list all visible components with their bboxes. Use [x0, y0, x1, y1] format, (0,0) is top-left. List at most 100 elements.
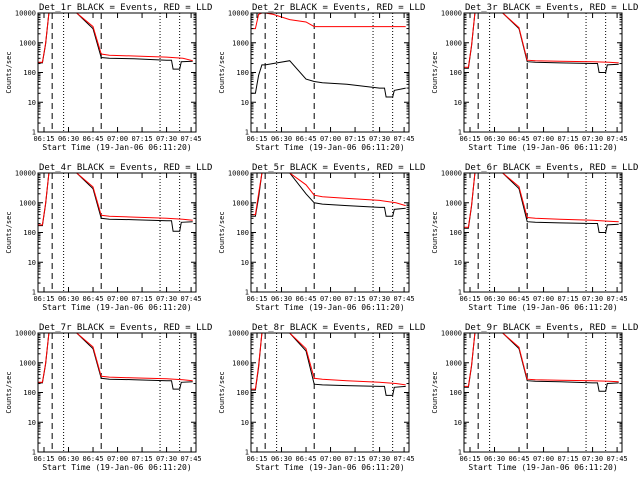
y-tick-label: 1000 [19, 39, 36, 47]
plot-frame [463, 12, 623, 133]
y-tick-label: 1 [32, 449, 36, 457]
chart-title: Det_4r BLACK = Events, RED = LLD [39, 163, 212, 173]
chart-title: Det_8r BLACK = Events, RED = LLD [252, 323, 425, 333]
y-tick-label: 1 [458, 449, 462, 457]
x-tick-label: 07:30 [582, 295, 603, 303]
chart-title: Det_2r BLACK = Events, RED = LLD [252, 3, 425, 13]
y-tick-label: 10000 [228, 170, 249, 178]
x-tick-label: 06:45 [82, 455, 103, 463]
events-series-line [464, 332, 619, 392]
x-axis-label: Start Time (19-Jan-06 06:11:20) [468, 303, 617, 312]
y-tick-label: 100 [23, 69, 36, 77]
x-tick-label: 06:30 [484, 135, 505, 143]
x-tick-label: 06:30 [58, 295, 79, 303]
events-series-line [38, 172, 193, 232]
plot-frame [463, 332, 623, 453]
events-series-line [251, 172, 406, 217]
lld-series-line [251, 12, 406, 30]
x-tick-label: 07:15 [558, 135, 579, 143]
chart-panel-5: Det_5r BLACK = Events, RED = LLD 1 10 100 10… [218, 163, 425, 312]
x-tick-label: 06:15 [246, 135, 267, 143]
y-tick-label: 1000 [445, 359, 462, 367]
y-tick-label: 1000 [232, 39, 249, 47]
x-axis-label: Start Time (19-Jan-06 06:11:20) [42, 463, 191, 472]
lld-series-line [251, 172, 406, 216]
plot-frame [463, 172, 623, 293]
x-tick-label: 07:30 [582, 135, 603, 143]
x-tick-label: 07:15 [132, 135, 153, 143]
y-axis-label: Counts/sec [5, 51, 13, 93]
events-series-line [464, 172, 619, 233]
chart-panel-6: Det_6r BLACK = Events, RED = LLD 1 10 100 10… [431, 163, 638, 312]
y-tick-label: 10000 [441, 330, 462, 338]
chart-title: Det_1r BLACK = Events, RED = LLD [39, 3, 212, 13]
x-tick-label: 07:45 [607, 295, 628, 303]
x-tick-label: 07:45 [607, 135, 628, 143]
x-tick-label: 07:30 [156, 455, 177, 463]
y-tick-label: 10 [28, 99, 36, 107]
lld-series-line [38, 12, 193, 63]
y-tick-label: 100 [23, 389, 36, 397]
y-tick-label: 100 [449, 229, 462, 237]
plot-frame [37, 172, 197, 293]
x-axis-label: Start Time (19-Jan-06 06:11:20) [42, 143, 191, 152]
y-tick-label: 1 [458, 289, 462, 297]
x-tick-label: 07:30 [369, 135, 390, 143]
y-tick-label: 100 [236, 69, 249, 77]
x-tick-label: 06:45 [508, 135, 529, 143]
y-tick-label: 1 [32, 289, 36, 297]
chart-panel-2: Det_2r BLACK = Events, RED = LLD 1 10 100 10… [218, 3, 425, 152]
y-tick-label: 10 [241, 99, 249, 107]
lld-series-line [38, 172, 193, 226]
y-tick-label: 10000 [441, 170, 462, 178]
x-tick-label: 06:30 [58, 455, 79, 463]
x-tick-label: 06:45 [508, 455, 529, 463]
y-tick-label: 100 [449, 69, 462, 77]
y-axis-label: Counts/sec [431, 211, 439, 253]
y-tick-label: 10000 [228, 330, 249, 338]
x-tick-label: 07:00 [533, 295, 554, 303]
lld-series-line [38, 332, 193, 383]
y-tick-label: 1 [32, 129, 36, 137]
x-tick-label: 06:15 [459, 455, 480, 463]
x-axis-label: Start Time (19-Jan-06 06:11:20) [255, 463, 404, 472]
x-tick-label: 07:00 [107, 455, 128, 463]
y-tick-label: 1000 [19, 199, 36, 207]
y-tick-label: 10 [454, 99, 462, 107]
x-axis-label: Start Time (19-Jan-06 06:11:20) [42, 303, 191, 312]
x-tick-label: 06:15 [459, 135, 480, 143]
x-tick-label: 06:15 [246, 455, 267, 463]
y-tick-label: 1 [458, 129, 462, 137]
x-tick-label: 07:45 [394, 455, 415, 463]
y-axis-label: Counts/sec [431, 371, 439, 413]
y-tick-label: 100 [449, 389, 462, 397]
y-tick-label: 10000 [15, 170, 36, 178]
events-series-line [464, 12, 619, 73]
x-tick-label: 07:45 [394, 295, 415, 303]
chart-title: Det_7r BLACK = Events, RED = LLD [39, 323, 212, 333]
lld-series-line [464, 332, 619, 387]
chart-title: Det_5r BLACK = Events, RED = LLD [252, 163, 425, 173]
y-axis-label: Counts/sec [218, 51, 226, 93]
y-tick-label: 10000 [15, 10, 36, 18]
y-tick-label: 100 [23, 229, 36, 237]
x-tick-label: 07:00 [107, 295, 128, 303]
plot-frame [250, 12, 410, 133]
chart-panel-3: Det_3r BLACK = Events, RED = LLD 1 10 100 10… [431, 3, 638, 152]
y-tick-label: 10 [241, 419, 249, 427]
chart-panel-9: Det_9r BLACK = Events, RED = LLD 1 10 100 10… [431, 323, 638, 472]
x-tick-label: 06:45 [82, 135, 103, 143]
y-tick-label: 1 [245, 289, 249, 297]
x-tick-label: 06:45 [82, 295, 103, 303]
x-tick-label: 07:00 [320, 455, 341, 463]
y-tick-label: 1000 [445, 39, 462, 47]
x-tick-label: 07:00 [533, 135, 554, 143]
plot-frame [37, 12, 197, 133]
y-tick-label: 10000 [441, 10, 462, 18]
chart-title: Det_6r BLACK = Events, RED = LLD [465, 163, 638, 173]
x-tick-label: 07:30 [369, 455, 390, 463]
y-axis-label: Counts/sec [5, 371, 13, 413]
y-axis-label: Counts/sec [218, 371, 226, 413]
chart-panel-8: Det_8r BLACK = Events, RED = LLD 1 10 100 10… [218, 323, 425, 472]
